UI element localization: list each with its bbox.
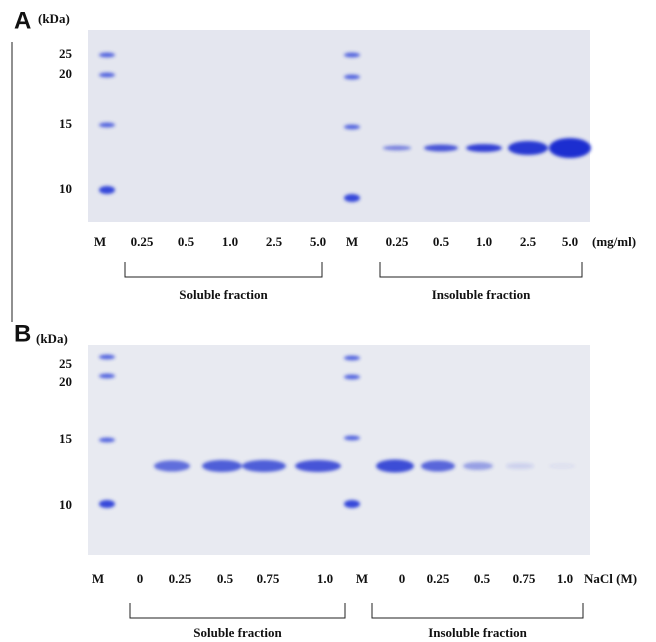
band xyxy=(99,73,115,78)
lane-label: 1.0 xyxy=(317,571,333,586)
lane-label: 0.5 xyxy=(178,234,195,249)
band xyxy=(344,75,360,80)
band xyxy=(508,141,548,155)
band xyxy=(344,375,360,380)
lane-label: 5.0 xyxy=(562,234,578,249)
band xyxy=(154,461,190,472)
band xyxy=(99,186,115,194)
panel-label: B xyxy=(14,320,31,347)
mw-label: 20 xyxy=(59,374,72,389)
band xyxy=(242,460,286,472)
band xyxy=(549,138,591,158)
band xyxy=(424,145,458,152)
band xyxy=(99,500,115,508)
lane-label: M xyxy=(346,234,358,249)
lane-label: 0 xyxy=(399,571,406,586)
lane-label: 0.5 xyxy=(433,234,450,249)
mw-label: 15 xyxy=(59,116,73,131)
mw-label: 10 xyxy=(59,181,72,196)
mw-label: 15 xyxy=(59,431,73,446)
mw-label: 25 xyxy=(59,46,73,61)
lane-label: 5.0 xyxy=(310,234,326,249)
lane-label: 0.25 xyxy=(427,571,450,586)
lane-label: 0 xyxy=(137,571,144,586)
band xyxy=(506,463,534,469)
unit-label: (kDa) xyxy=(38,11,70,26)
band xyxy=(466,144,502,152)
fraction-label: Soluble fraction xyxy=(193,625,282,640)
lane-label: 2.5 xyxy=(520,234,537,249)
lane-label: 0.5 xyxy=(474,571,491,586)
lane-label: 0.25 xyxy=(131,234,154,249)
lane-label: M xyxy=(92,571,104,586)
lane-label: M xyxy=(356,571,368,586)
lane-label: 0.25 xyxy=(386,234,409,249)
bracket xyxy=(372,603,583,618)
bracket xyxy=(125,262,322,277)
gel-a xyxy=(88,30,590,222)
lane-label: 0.5 xyxy=(217,571,234,586)
band xyxy=(383,146,411,151)
band xyxy=(549,464,575,468)
band xyxy=(202,460,242,472)
lane-label: 1.0 xyxy=(222,234,238,249)
band xyxy=(99,374,115,379)
band xyxy=(344,436,360,441)
lane-unit: NaCl (M) xyxy=(584,571,637,586)
band xyxy=(99,53,115,58)
lane-label: M xyxy=(94,234,106,249)
mw-label: 25 xyxy=(59,356,73,371)
lane-unit: (mg/ml) xyxy=(592,234,636,249)
lane-label: 0.75 xyxy=(513,571,536,586)
band xyxy=(344,500,360,508)
lane-label: 1.0 xyxy=(557,571,573,586)
band xyxy=(99,355,115,360)
band xyxy=(99,438,115,443)
mw-label: 10 xyxy=(59,497,72,512)
band xyxy=(344,194,360,202)
band xyxy=(421,461,455,472)
bracket xyxy=(380,262,582,277)
gel-b xyxy=(88,345,590,555)
band xyxy=(344,125,360,130)
band xyxy=(376,460,414,473)
lane-label: 1.0 xyxy=(476,234,492,249)
mw-label: 20 xyxy=(59,66,72,81)
band xyxy=(99,123,115,128)
lane-label: 0.25 xyxy=(169,571,192,586)
lane-label: 2.5 xyxy=(266,234,283,249)
band xyxy=(463,462,493,470)
panel-label: A xyxy=(14,7,31,34)
lane-label: 0.75 xyxy=(257,571,280,586)
figure: A (kDa) 25 20 15 10 M 0.25 0.5 1.0 2.5 5.0 M 0.25 0.5 1… xyxy=(0,0,656,642)
fraction-label: Insoluble fraction xyxy=(428,625,527,640)
bracket xyxy=(130,603,345,618)
unit-label: (kDa) xyxy=(36,331,68,346)
band xyxy=(344,53,360,58)
band xyxy=(344,356,360,361)
band xyxy=(295,460,341,472)
fraction-label: Soluble fraction xyxy=(179,287,268,302)
fraction-label: Insoluble fraction xyxy=(432,287,531,302)
